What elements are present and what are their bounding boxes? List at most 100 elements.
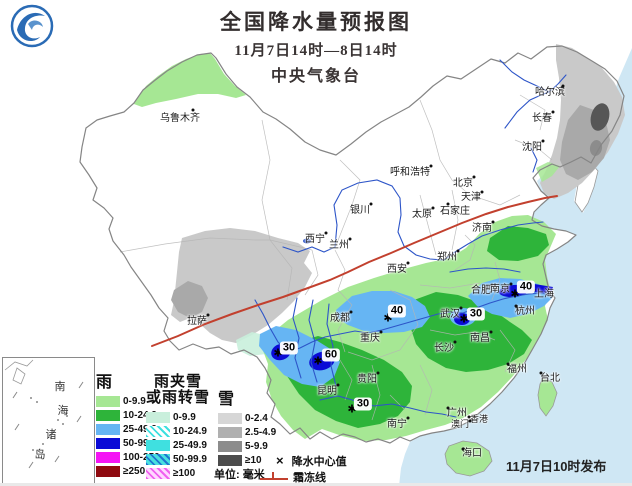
city-label: 石家庄 <box>440 205 470 217</box>
legend-frost-label: 霜冻线 <box>293 472 326 484</box>
city-label: 贵阳 <box>357 373 377 385</box>
legend-row: ≥10 <box>218 453 276 467</box>
hainan-island <box>444 440 493 477</box>
frost-line-icon <box>260 472 288 482</box>
legend-label: 10-24.9 <box>123 409 157 421</box>
cma-logo <box>10 4 54 48</box>
legend-snow-header: 雪 <box>218 391 236 408</box>
south-china-sea-inset: 南海诸岛 <box>2 357 95 484</box>
city-label: 呼和浩特 <box>390 166 430 178</box>
legend-row: 10-24.9 <box>146 424 210 438</box>
city-dot <box>191 108 195 112</box>
city-label: 银川 <box>350 204 370 216</box>
legend-row: 0-9.9 <box>96 394 160 408</box>
city-dot <box>369 202 373 206</box>
city-label: 郑州 <box>437 251 457 263</box>
legend-swatch <box>146 439 170 451</box>
city-dot <box>472 175 476 179</box>
legend-snow: 雪 0-2.4 2.5-4.9 5-9.9 ≥10 <box>218 392 276 467</box>
legend-swatch <box>96 437 120 449</box>
legend-row: 0-9.9 <box>146 410 210 424</box>
legend-rain: 雨 0-9.9 10-24.9 25-49.9 50-99.9 100-250 ≥250 <box>96 375 160 478</box>
city-dot <box>446 406 450 410</box>
legend-label: ≥100 <box>173 467 196 479</box>
legend-row: 5-9.9 <box>218 439 276 453</box>
legend-swatch <box>218 440 242 452</box>
city-label: 天津 <box>461 191 481 203</box>
legend-swatch <box>218 454 242 466</box>
city-dot <box>509 282 513 286</box>
legend-swatch <box>96 465 120 477</box>
legend-label: 100-250 <box>123 451 160 463</box>
frost-line <box>151 195 558 347</box>
legend-label: 0-9.9 <box>123 395 146 407</box>
city-label: 海口 <box>462 447 482 459</box>
city-dot <box>541 139 545 143</box>
city-dot <box>349 310 353 314</box>
legend-label: 25-49.9 <box>173 439 207 451</box>
inset-char: 岛 <box>34 449 46 461</box>
legend-center-marker-label: 降水中心值 <box>291 456 347 468</box>
legend-swatch <box>146 467 170 479</box>
city-label: 澳门 <box>450 418 470 429</box>
legend-label: ≥250 <box>123 465 146 477</box>
city-dot <box>206 313 210 317</box>
city-label: 昆明 <box>317 385 337 397</box>
legend-row: 25-49.9 <box>146 438 210 452</box>
city-dot <box>561 84 565 88</box>
legend-swatch <box>146 411 170 423</box>
precip-center-marker: ✱ <box>347 403 357 416</box>
precip-center-marker: ✱ <box>313 355 323 368</box>
city-dot <box>379 330 383 334</box>
city-label: 南宁 <box>387 418 407 430</box>
inset-char: 诸 <box>45 429 57 441</box>
asterisk-marker-icon: × <box>276 453 284 468</box>
legend-swatch <box>146 453 170 465</box>
province-borders <box>119 94 553 421</box>
inset-char: 海 <box>57 405 69 417</box>
legend-row: 50-99.9 <box>146 452 210 466</box>
legend-swatch <box>96 423 120 435</box>
city-dot <box>461 447 465 451</box>
city-dot <box>453 340 457 344</box>
legend-row: 2.5-4.9 <box>218 425 276 439</box>
legend-center-marker: × 降水中心值 <box>276 453 347 469</box>
precip-center-marker: ✱ <box>459 313 469 326</box>
precip-center-value: 30 <box>466 307 486 321</box>
legend-sleet-header-2: 或雨转雪 <box>146 389 211 406</box>
city-dot <box>489 330 493 334</box>
city-label: 沈阳 <box>522 141 542 153</box>
city-label: 武汉 <box>440 308 460 320</box>
legend-label: ≥10 <box>245 454 262 466</box>
city-label: 福州 <box>507 363 527 375</box>
unit-label: 单位: 毫米 <box>214 469 265 481</box>
city-label: 上海 <box>534 288 554 300</box>
city-dot <box>506 362 510 366</box>
city-label: 太原 <box>412 208 432 220</box>
legend-row: 25-49.9 <box>96 422 160 436</box>
precip-center-marker: ✱ <box>510 288 520 301</box>
city-dot <box>348 237 352 241</box>
legend-sleet: 雨夹雪 或雨转雪 0-9.9 10-24.9 25-49.9 50-99.9 ≥100 <box>146 374 210 480</box>
issue-time: 11月7日10时发布 <box>506 459 607 474</box>
city-dot <box>468 419 472 423</box>
legend-row: 100-250 <box>96 450 160 464</box>
city-dot <box>431 206 435 210</box>
city-dot <box>406 261 410 265</box>
legend-label: 50-99.9 <box>173 453 207 465</box>
legend-label: 2.5-4.9 <box>245 426 277 438</box>
city-label: 广州 <box>447 407 467 419</box>
precip-center-marker: ✱ <box>383 312 393 325</box>
city-dot <box>446 202 450 206</box>
legend-swatch <box>218 412 242 424</box>
city-dot <box>480 190 484 194</box>
legend-swatch <box>96 409 120 421</box>
city-dot <box>324 231 328 235</box>
legend-swatch <box>218 426 242 438</box>
city-label: 长春 <box>532 112 552 124</box>
city-label: 西安 <box>387 263 407 275</box>
city-label: 北京 <box>453 177 473 189</box>
legend-row: 0-2.4 <box>218 411 276 425</box>
city-dot <box>376 371 380 375</box>
